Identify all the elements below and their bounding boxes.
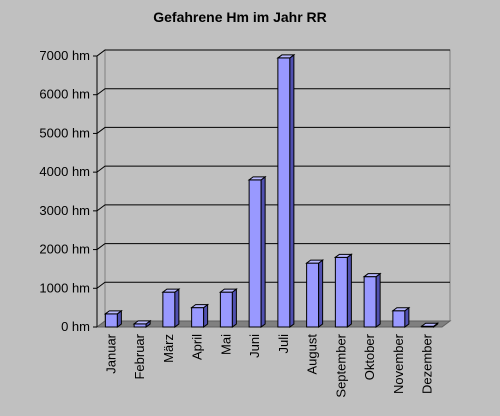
x-tick-label: Januar [103, 333, 118, 373]
bar-front [334, 256, 348, 328]
floor [95, 320, 452, 328]
bar-top [190, 304, 210, 309]
x-tick-label: November [391, 333, 406, 394]
bar-front [363, 276, 377, 328]
bar-side [203, 303, 209, 328]
chart-title: Gefahrene Hm im Jahr RR [153, 9, 327, 25]
bar [362, 272, 382, 328]
bar-side [318, 259, 324, 328]
x-tick-label: Oktober [362, 333, 377, 380]
y-tick-label: 2000 hm [39, 242, 90, 257]
y-tick-label: 6000 hm [39, 87, 90, 102]
bar-front [162, 291, 176, 328]
bar-top [362, 273, 382, 278]
bar-front [219, 291, 233, 328]
gridline [96, 204, 450, 212]
x-tick-label: September [333, 333, 348, 397]
bar-side [260, 175, 266, 328]
bar [247, 175, 267, 328]
x-tick-label: April [190, 334, 205, 360]
bar-front [191, 307, 205, 328]
bar [305, 259, 325, 328]
bar-front [392, 310, 406, 328]
gridline [96, 243, 450, 250]
y-tick-label: 0 hm [61, 319, 90, 334]
bar-side [346, 253, 352, 328]
y-tick-label: 7000 hm [39, 48, 90, 63]
bar-top [247, 176, 267, 181]
bar [218, 288, 238, 328]
bar [161, 288, 181, 328]
x-tick-label: August [305, 334, 320, 375]
bar-side [289, 53, 295, 328]
gridline [96, 88, 450, 96]
gridline [96, 165, 450, 173]
bar-side [231, 288, 237, 328]
bar-top [420, 322, 440, 327]
x-axis-labels: Januar Februar März April Mai Juni Juli August S… [103, 333, 434, 397]
bar-top [161, 288, 181, 293]
plot-background [95, 49, 452, 328]
y-tick-label: 3000 hm [39, 203, 90, 218]
x-tick-label: Februar [132, 333, 147, 379]
bar [333, 253, 353, 328]
y-axis-ticks: 0 hm 1000 hm 2000 hm 3000 hm 4000 hm 5000 hm 6… [39, 48, 97, 334]
bar-top [391, 307, 411, 312]
bar-front [104, 313, 118, 328]
y-tick-label: 1000 hm [39, 280, 90, 295]
bar [103, 309, 123, 328]
bar-top [132, 320, 152, 325]
bar [276, 53, 296, 328]
bar [132, 319, 152, 328]
bar-front [248, 179, 262, 328]
x-tick-label: März [161, 334, 176, 363]
gridline [96, 49, 450, 57]
bars [103, 53, 440, 328]
bar-side [375, 272, 381, 328]
bar-front [277, 57, 291, 328]
bar [391, 306, 411, 328]
bar-front [306, 262, 320, 328]
bar-top [218, 288, 238, 293]
gridlines [96, 49, 450, 327]
bar [420, 322, 440, 328]
y-tick-label: 4000 hm [39, 164, 90, 179]
x-tick-label: Juni [247, 334, 262, 358]
x-tick-label: Mai [218, 334, 233, 355]
x-tick-label: Dezember [420, 333, 435, 394]
bar-top [103, 310, 123, 315]
y-tick-label: 5000 hm [39, 125, 90, 140]
gridline [96, 126, 450, 134]
bar-top [333, 253, 353, 258]
x-tick-label: Juli [276, 334, 291, 354]
bar-top [305, 259, 325, 264]
bar [190, 303, 210, 328]
bar-side [174, 288, 180, 328]
bar-top [276, 54, 296, 59]
